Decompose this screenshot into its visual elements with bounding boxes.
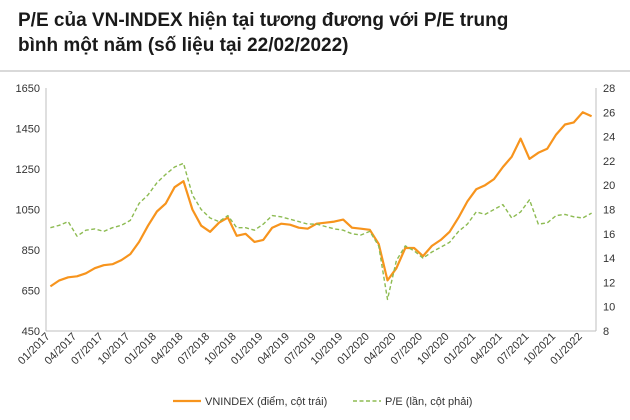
pe-line — [50, 162, 592, 301]
title-divider — [0, 70, 630, 72]
series-layer — [49, 111, 593, 301]
left-tick-label: 1450 — [16, 124, 40, 136]
right-tick-label: 26 — [603, 107, 615, 119]
left-axis-ticks: 450 650 850 1050 1250 1450 1650 — [16, 83, 40, 338]
right-tick-label: 22 — [603, 156, 615, 168]
right-tick-label: 12 — [603, 277, 615, 289]
right-tick-label: 28 — [603, 83, 615, 95]
left-tick-label: 1050 — [16, 205, 40, 217]
legend-label-vnindex: VNINDEX (điểm, cột trái) — [205, 396, 327, 408]
right-tick-label: 24 — [603, 132, 615, 144]
vnindex-line — [49, 111, 593, 288]
chart-title-line-1: P/E của VN-INDEX hiện tại tương đương vớ… — [18, 10, 509, 31]
chart-title: P/E của VN-INDEX hiện tại tương đương vớ… — [18, 8, 618, 58]
right-tick-label: 10 — [603, 302, 615, 314]
right-tick-label: 14 — [603, 253, 615, 265]
right-tick-label: 18 — [603, 205, 615, 217]
right-axis-ticks: 8 10 12 14 16 18 20 22 24 26 28 — [603, 83, 615, 338]
left-tick-label: 1250 — [16, 164, 40, 176]
x-axis-ticks: 01/201704/201707/201710/201701/201804/20… — [16, 331, 585, 368]
left-tick-label: 850 — [22, 245, 40, 257]
legend-label-pe: P/E (lần, cột phải) — [385, 396, 472, 408]
legend: VNINDEX (điểm, cột trái) P/E (lần, cột ph… — [173, 396, 472, 408]
right-tick-label: 8 — [603, 326, 609, 338]
axis-lines — [45, 88, 597, 332]
right-tick-label: 16 — [603, 229, 615, 241]
left-tick-label: 650 — [22, 286, 40, 298]
right-tick-label: 20 — [603, 180, 615, 192]
chart-title-line-2: bình một năm (số liệu tại 22/02/2022) — [18, 35, 349, 56]
left-tick-label: 450 — [22, 326, 40, 338]
left-tick-label: 1650 — [16, 83, 40, 95]
